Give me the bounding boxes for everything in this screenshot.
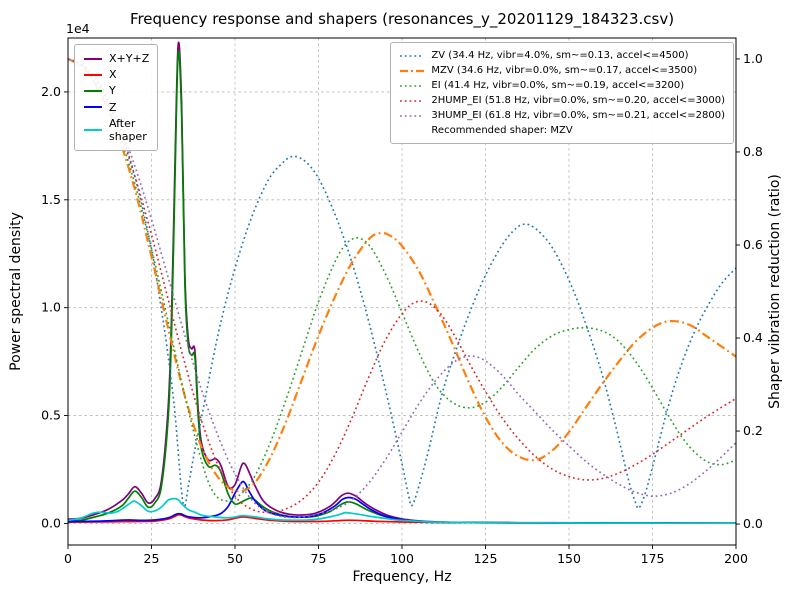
legend-item-xyz: X+Y+Z bbox=[83, 52, 149, 65]
recommended-shaper-note: Recommended shaper: MZV bbox=[431, 124, 725, 137]
x-tick-label: 0 bbox=[64, 551, 72, 566]
y-line-swatch bbox=[84, 89, 102, 92]
x-axis-label: Frequency, Hz bbox=[352, 569, 451, 585]
recommended-shaper-label: Recommended shaper: MZV bbox=[431, 125, 573, 136]
tick-labels: 0 25 50 75 100 125 150 175 200 0.0 0.5 1.0 1.5 2.0 0.0… bbox=[41, 51, 763, 566]
left-axis-label: Power spectral density bbox=[8, 212, 24, 371]
series-zv bbox=[68, 58, 736, 510]
legend-item-after-shaper: After shaper bbox=[83, 117, 149, 143]
legend-label-ei: EI (41.4 Hz, vibr=0.0%, sm~=0.19, accel<… bbox=[431, 80, 685, 91]
x-line-swatch bbox=[84, 73, 102, 76]
series-mzv bbox=[68, 57, 736, 493]
series-2hump_ei bbox=[68, 58, 736, 514]
legend-label-3hump-ei: 3HUMP_EI (61.8 Hz, vibr=0.0%, sm~=0.21, … bbox=[431, 110, 725, 121]
legend-item-zv: ZV (34.4 Hz, vibr=4.0%, sm~=0.13, accel<… bbox=[399, 49, 725, 62]
x-tick-label: 125 bbox=[474, 551, 498, 566]
y-left-tick-label: 1.5 bbox=[41, 192, 61, 207]
legend-label-x: X bbox=[109, 68, 117, 82]
mzv-line-swatch bbox=[400, 69, 425, 72]
series-after_shaper bbox=[68, 497, 736, 525]
y-left-tick-label: 1.0 bbox=[41, 300, 61, 315]
psd-legend: X+Y+Z X Y Z After shaper bbox=[74, 44, 159, 152]
y-right-tick-label: 0.4 bbox=[743, 330, 763, 345]
x-tick-label: 200 bbox=[724, 551, 748, 566]
after-shaper-line-swatch bbox=[84, 128, 102, 131]
legend-label-after-shaper: After shaper bbox=[109, 116, 147, 143]
x-tick-label: 150 bbox=[557, 551, 581, 566]
y-axis-offset-label: 1e4 bbox=[66, 21, 90, 36]
x-tick-label: 175 bbox=[641, 551, 665, 566]
legend-label-mzv: MZV (34.6 Hz, vibr=0.0%, sm~=0.17, accel… bbox=[431, 65, 698, 76]
legend-label-zv: ZV (34.4 Hz, vibr=4.0%, sm~=0.13, accel<… bbox=[431, 50, 689, 61]
series-ei bbox=[68, 58, 736, 502]
legend-label-z: Z bbox=[109, 100, 117, 114]
y-left-tick-label: 0.0 bbox=[41, 515, 61, 530]
y-right-tick-label: 0.6 bbox=[743, 237, 763, 252]
3hump-ei-line-swatch bbox=[400, 114, 425, 117]
zv-line-swatch bbox=[400, 54, 425, 57]
ticks bbox=[64, 58, 740, 549]
x-tick-label: 100 bbox=[390, 551, 414, 566]
legend-label-xyz: X+Y+Z bbox=[109, 52, 150, 65]
z-line-swatch bbox=[84, 106, 102, 109]
series-3hump_ei bbox=[68, 58, 736, 519]
shaper-legend: ZV (34.4 Hz, vibr=4.0%, sm~=0.13, accel<… bbox=[390, 42, 734, 144]
xyz-line-swatch bbox=[84, 57, 102, 60]
legend-label-2hump-ei: 2HUMP_EI (51.8 Hz, vibr=0.0%, sm~=0.20, … bbox=[431, 95, 725, 106]
legend-item-x: X bbox=[83, 68, 149, 81]
x-tick-label: 25 bbox=[144, 551, 160, 566]
2hump-ei-line-swatch bbox=[400, 99, 425, 102]
legend-item-3hump-ei: 3HUMP_EI (61.8 Hz, vibr=0.0%, sm~=0.21, … bbox=[399, 109, 725, 122]
y-right-tick-label: 0.0 bbox=[743, 516, 763, 531]
legend-item-2hump-ei: 2HUMP_EI (51.8 Hz, vibr=0.0%, sm~=0.20, … bbox=[399, 94, 725, 107]
legend-item-y: Y bbox=[83, 84, 149, 97]
x-tick-label: 50 bbox=[227, 551, 243, 566]
y-right-tick-label: 1.0 bbox=[743, 51, 763, 66]
chart-title: Frequency response and shapers (resonanc… bbox=[130, 10, 674, 29]
y-left-tick-label: 2.0 bbox=[41, 84, 61, 99]
ei-line-swatch bbox=[400, 84, 425, 87]
y-left-tick-label: 0.5 bbox=[41, 408, 61, 423]
y-right-tick-label: 0.2 bbox=[743, 423, 763, 438]
y-right-tick-label: 0.8 bbox=[743, 144, 763, 159]
x-tick-label: 75 bbox=[311, 551, 327, 566]
legend-item-ei: EI (41.4 Hz, vibr=0.0%, sm~=0.19, accel<… bbox=[399, 79, 725, 92]
legend-item-z: Z bbox=[83, 101, 149, 114]
legend-item-mzv: MZV (34.6 Hz, vibr=0.0%, sm~=0.17, accel… bbox=[399, 64, 725, 77]
right-axis-label: Shaper vibration reduction (ratio) bbox=[767, 174, 783, 409]
legend-label-y: Y bbox=[109, 84, 116, 98]
